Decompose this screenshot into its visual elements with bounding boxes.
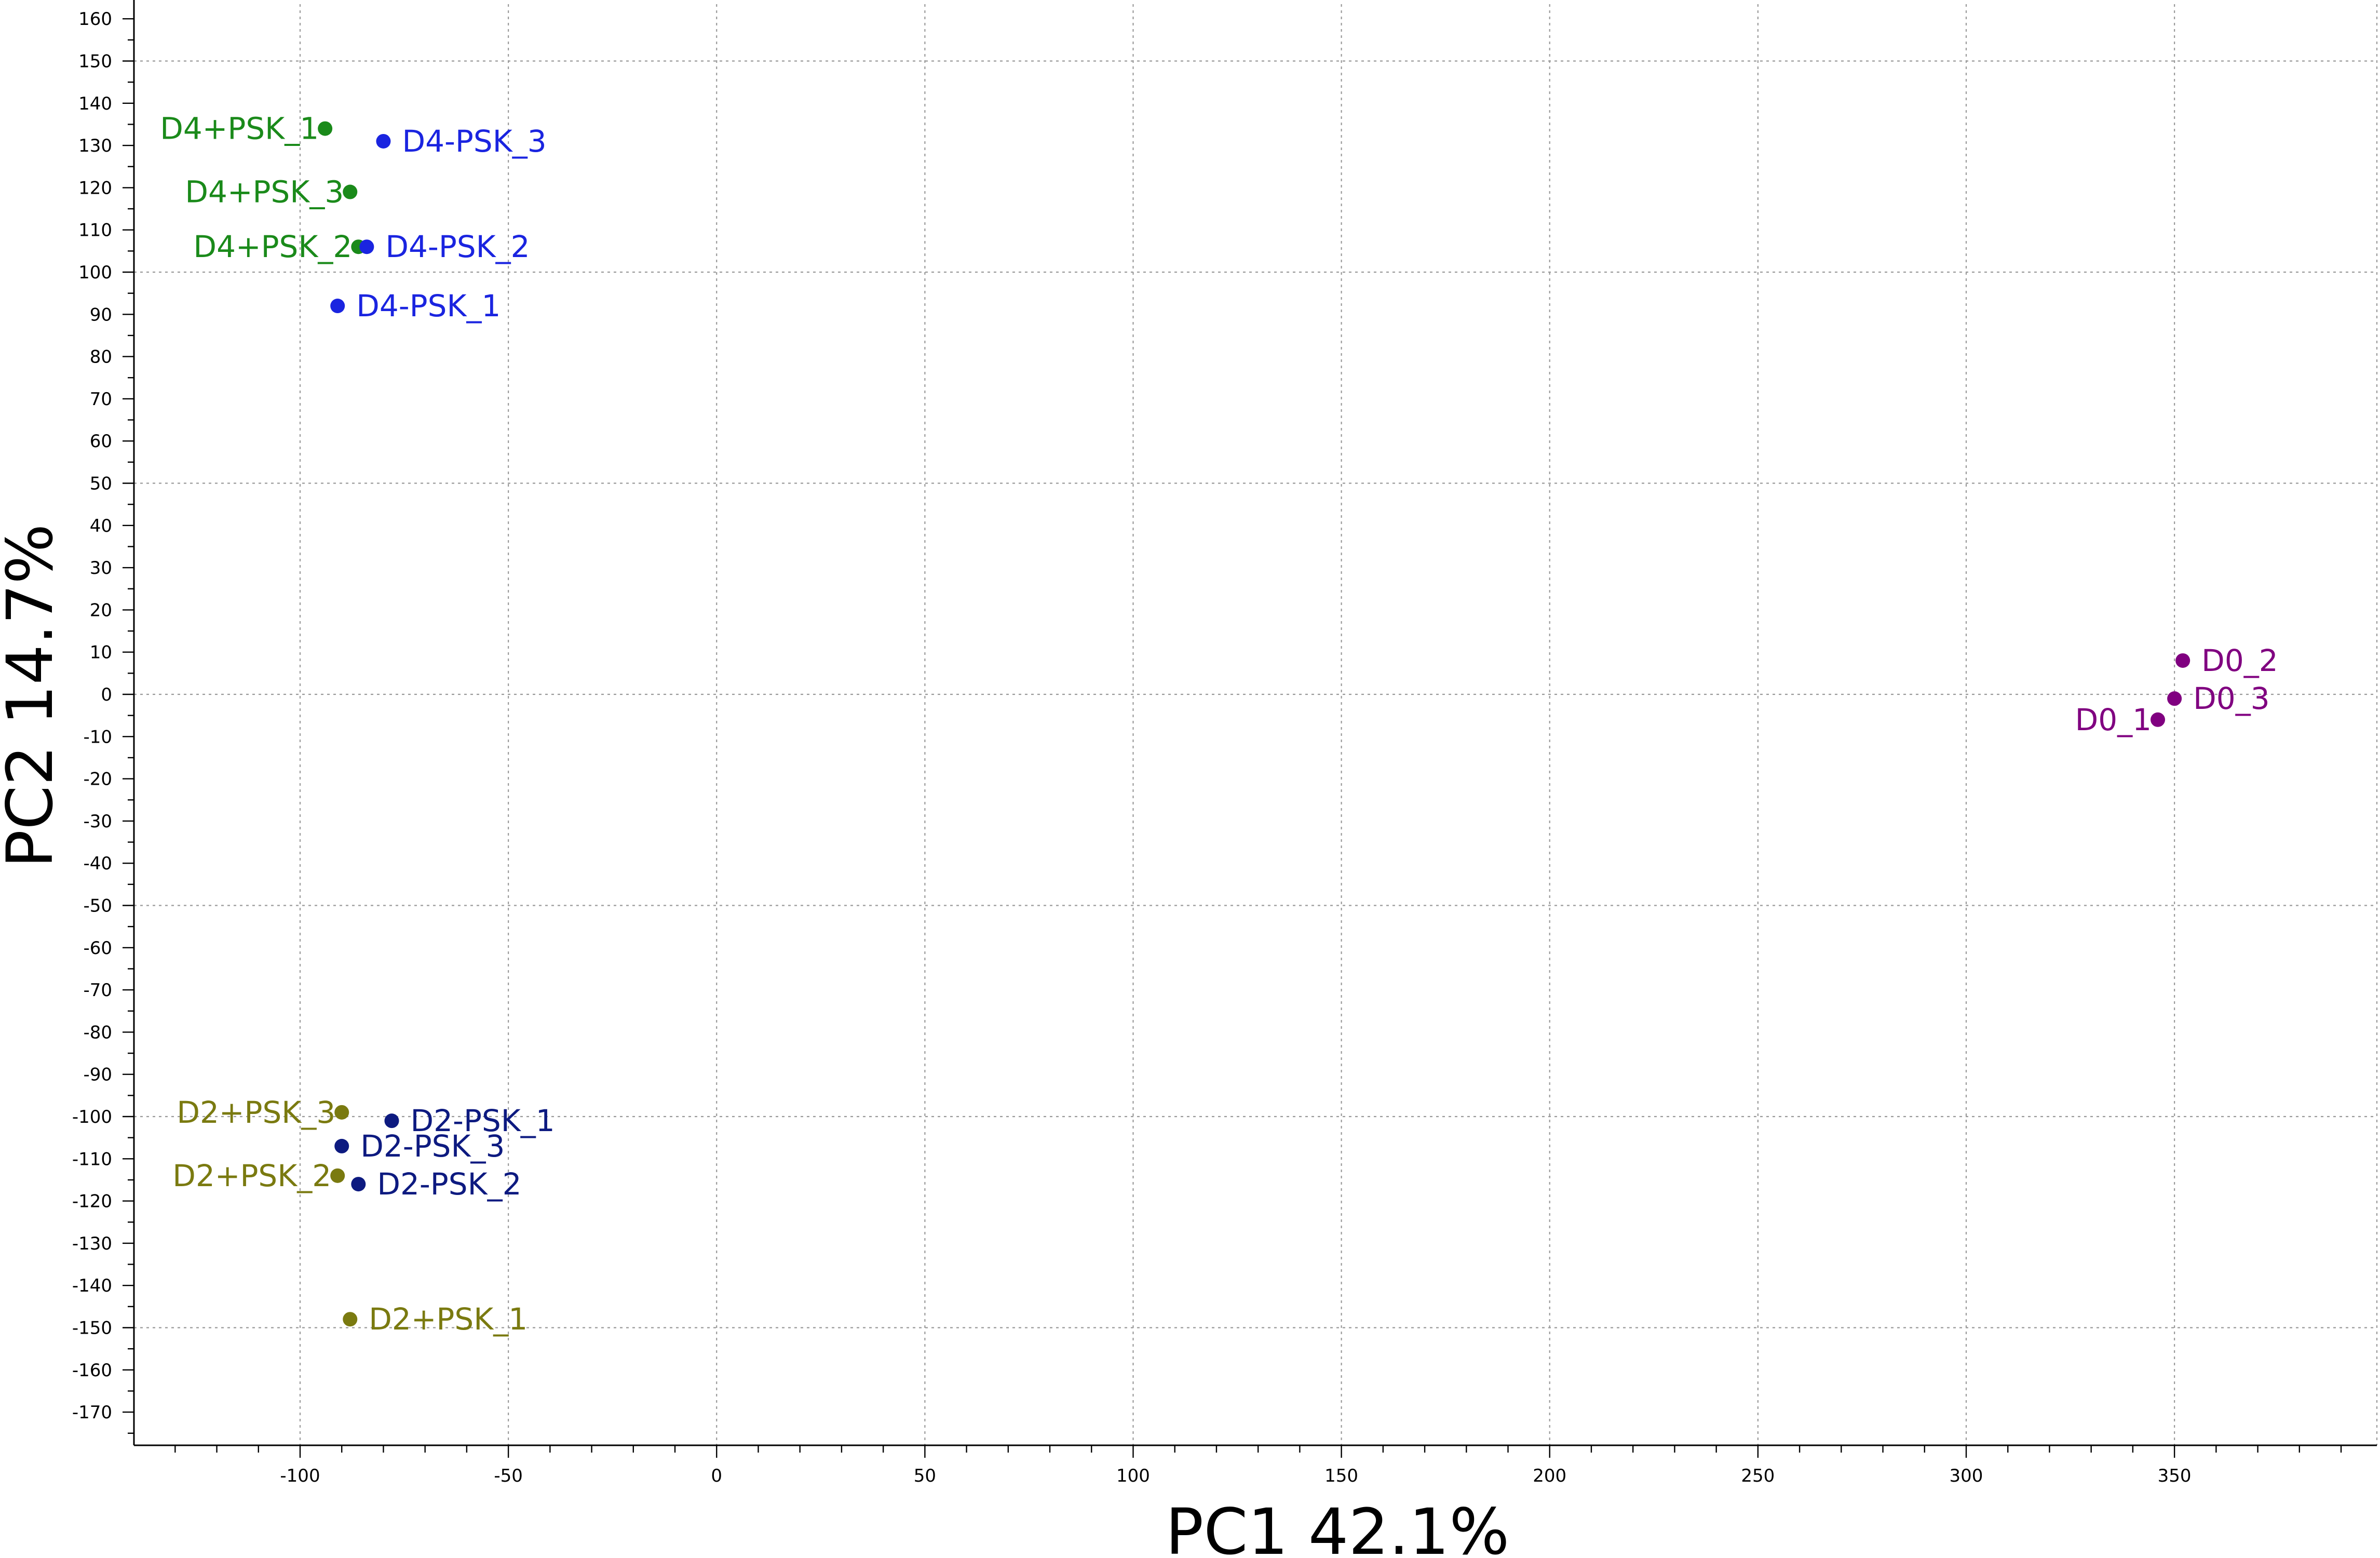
data-points: D4+PSK_1 D4+PSK_3 D4+PSK_2 D4-PSK_3 D4-PSK_2… (160, 111, 2278, 1337)
data-point-label: D4+PSK_3 (185, 174, 344, 210)
x-axis-title: PC1 42.1% (1166, 1495, 1510, 1558)
y-tick-label: 150 (78, 51, 112, 72)
data-point (343, 1312, 358, 1327)
data-point (376, 133, 391, 149)
data-point-label: D2-PSK_1 (410, 1103, 555, 1138)
data-point (343, 184, 358, 199)
data-point (359, 239, 374, 254)
x-tick-label: 200 (1533, 1466, 1566, 1486)
data-point-label: D4+PSK_2 (193, 229, 352, 264)
data-point-label: D4-PSK_2 (385, 229, 530, 264)
y-tick-label: 130 (78, 136, 112, 156)
y-tick-label: 40 (90, 516, 112, 536)
y-tick-label: 120 (78, 178, 112, 198)
x-tick-label: 300 (1950, 1466, 1983, 1486)
y-tick-label: 50 (90, 474, 112, 494)
y-tick-label: -140 (72, 1275, 112, 1296)
y-tick-label: -70 (83, 980, 112, 1001)
y-tick-label: 140 (78, 93, 112, 114)
y-axis-title: PC2 14.7% (0, 524, 67, 868)
y-tick-label: -10 (83, 727, 112, 747)
data-point (330, 299, 345, 314)
data-point (334, 1138, 349, 1153)
data-point-label: D2+PSK_2 (172, 1158, 331, 1193)
x-tick-label: 250 (1741, 1466, 1775, 1486)
data-point (318, 121, 333, 136)
data-point-label: D4+PSK_1 (160, 111, 319, 146)
data-point (334, 1105, 349, 1120)
data-point (351, 1177, 366, 1192)
axes: 1601501401301201101009080706050403020100… (72, 0, 2377, 1486)
data-point (2167, 691, 2182, 706)
y-tick-label: 90 (90, 304, 112, 325)
y-tick-label: 160 (78, 9, 112, 30)
data-point-label: D2-PSK_3 (360, 1129, 505, 1164)
data-point-label: D2-PSK_2 (377, 1166, 521, 1202)
data-point-label: D4-PSK_1 (356, 288, 501, 324)
y-tick-label: -130 (72, 1233, 112, 1254)
data-point-label: D2+PSK_1 (369, 1301, 528, 1337)
x-tick-label: 350 (2158, 1466, 2192, 1486)
data-point (384, 1113, 399, 1129)
grid (134, 4, 2378, 1445)
y-tick-label: -90 (83, 1065, 112, 1085)
data-point (2151, 712, 2166, 727)
y-tick-label: 0 (101, 684, 112, 705)
y-tick-label: -170 (72, 1402, 112, 1423)
y-tick-label: -20 (83, 769, 112, 790)
y-tick-label: -160 (72, 1360, 112, 1381)
x-tick-label: 0 (711, 1466, 722, 1486)
y-tick-label: -50 (83, 896, 112, 917)
y-tick-label: 70 (90, 389, 112, 410)
y-tick-label: 80 (90, 347, 112, 368)
y-tick-label: 30 (90, 558, 112, 579)
data-point-label: D0_1 (2075, 702, 2152, 737)
y-tick-label: -120 (72, 1191, 112, 1212)
y-tick-label: -150 (72, 1318, 112, 1339)
y-tick-label: 20 (90, 600, 112, 621)
x-tick-label: -50 (494, 1466, 523, 1486)
y-tick-label: -40 (83, 853, 112, 874)
x-tick-label: 150 (1324, 1466, 1358, 1486)
x-tick-label: 100 (1116, 1466, 1150, 1486)
x-tick-label: 50 (914, 1466, 936, 1486)
x-tick-label: -100 (280, 1466, 320, 1486)
y-tick-label: -60 (83, 938, 112, 959)
data-point-label: D0_3 (2193, 681, 2269, 716)
y-tick-label: -30 (83, 811, 112, 832)
data-point (2175, 653, 2190, 668)
y-tick-label: 100 (78, 262, 112, 283)
y-tick-label: 60 (90, 431, 112, 452)
y-tick-label: -100 (72, 1107, 112, 1127)
y-tick-label: -80 (83, 1022, 112, 1043)
y-tick-label: 110 (78, 220, 112, 241)
y-tick-label: -110 (72, 1149, 112, 1170)
data-point-label: D4-PSK_3 (402, 124, 546, 159)
data-point (330, 1168, 345, 1183)
data-point-label: D2+PSK_3 (177, 1095, 335, 1130)
data-point-label: D0_2 (2201, 643, 2278, 678)
y-tick-label: 10 (90, 642, 112, 663)
